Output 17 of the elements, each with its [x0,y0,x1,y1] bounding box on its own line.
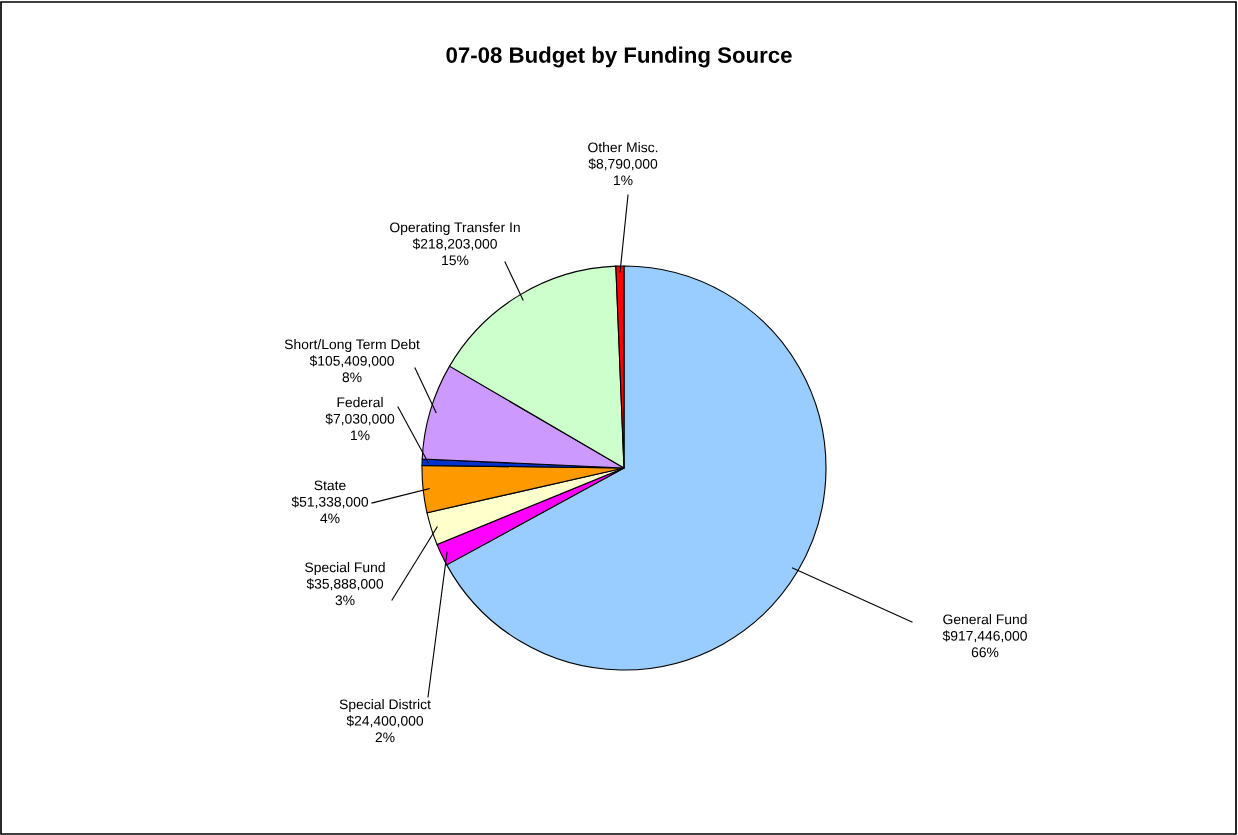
slice-label: Short/Long Term Debt [284,339,420,352]
slice-label: General Fund [943,614,1027,625]
slice-label: Other Misc. [588,142,658,153]
slice-label: Special District [339,699,431,712]
data-label: $24,400,000 2% [346,715,424,743]
data-label: $917,446,000 66% [942,630,1027,658]
data-label: $105,409,000 8% [309,355,394,383]
chart-title: 07-08 Budget by Funding Source [446,46,792,68]
slice-label: Operating Transfer In [390,222,520,235]
slice-label: State [314,480,346,491]
data-label: $7,030,000 1% [325,413,395,441]
data-label: $51,338,000 4% [291,496,369,524]
slice-label: Special Fund [305,562,385,575]
data-label: $218,203,000 15% [412,238,497,266]
data-label: $8,790,000 1% [588,158,658,186]
data-label: $35,888,000 3% [306,578,384,606]
slice-label: Federal [337,397,383,408]
